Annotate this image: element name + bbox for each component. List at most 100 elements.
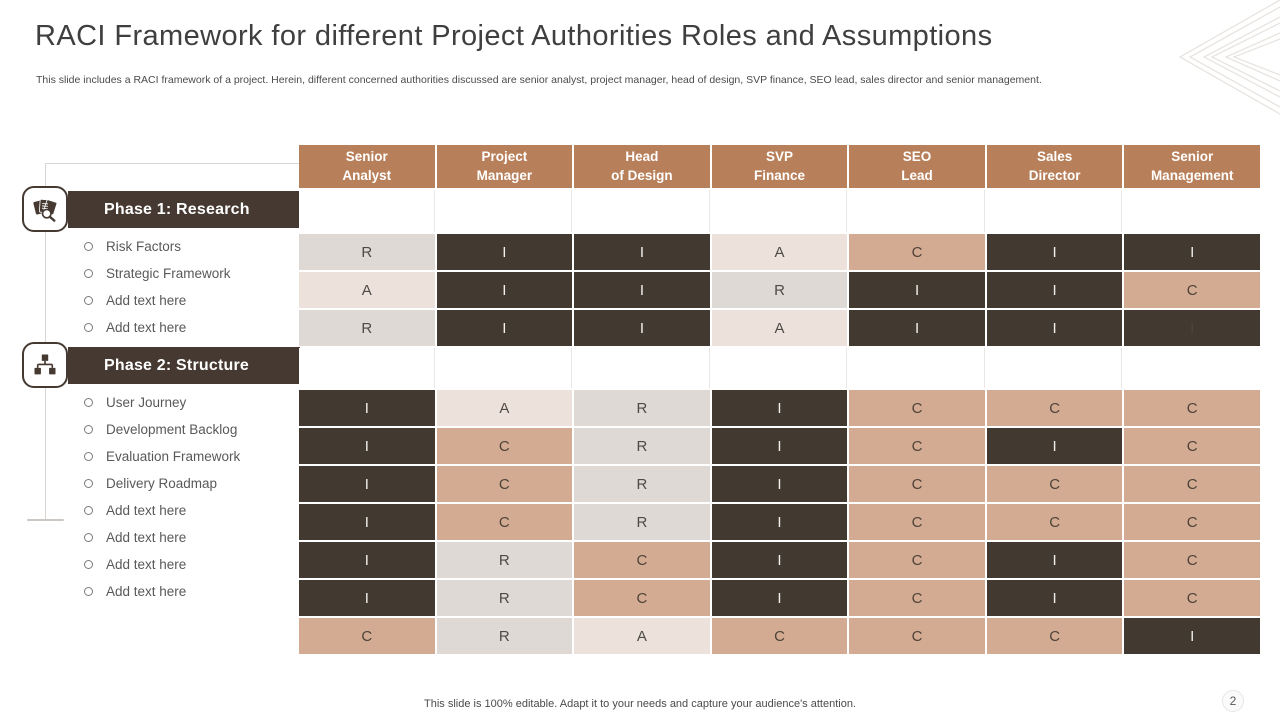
raci-cell: C — [849, 618, 985, 654]
list-item: Add text here — [84, 578, 240, 605]
list-item: User Journey — [84, 389, 240, 416]
raci-cell: I — [986, 272, 1123, 308]
raci-cell: I — [436, 272, 573, 308]
raci-cell: A — [574, 618, 710, 654]
raci-cell: I — [1124, 234, 1260, 270]
footer-note: This slide is 100% editable. Adapt it to… — [424, 698, 856, 710]
raci-cell: A — [436, 390, 573, 426]
list-item-label: Strategic Framework — [106, 266, 231, 281]
rail-vertical-line — [45, 163, 46, 520]
raci-cell: I — [299, 580, 435, 616]
list-item-label: Development Backlog — [106, 422, 238, 437]
raci-cell: I — [299, 542, 435, 578]
phase-2-list: User Journey Development Backlog Evaluatio… — [84, 389, 240, 605]
raci-cell: C — [1124, 466, 1260, 502]
circle-bullet-icon — [84, 296, 93, 305]
raci-cell: C — [1124, 580, 1260, 616]
spacer-cell — [849, 190, 985, 232]
documents-magnifier-icon — [22, 186, 68, 232]
list-item-label: Add text here — [106, 503, 187, 518]
raci-cell: C — [849, 390, 985, 426]
raci-cell: I — [299, 428, 435, 464]
list-item-label: User Journey — [106, 395, 187, 410]
circle-bullet-icon — [84, 323, 93, 332]
list-item-label: Risk Factors — [106, 239, 182, 254]
raci-cell: C — [299, 618, 435, 654]
phase-2-label: Phase 2: Structure — [104, 356, 249, 374]
raci-cell: C — [436, 466, 573, 502]
raci-cell: I — [574, 310, 710, 346]
raci-cell: C — [986, 390, 1123, 426]
raci-cell: R — [711, 272, 848, 308]
raci-cell: C — [849, 466, 985, 502]
raci-cell: C — [986, 466, 1123, 502]
circle-bullet-icon — [84, 452, 93, 461]
circle-bullet-icon — [84, 242, 93, 251]
column-header: Senior Analyst — [299, 145, 435, 188]
column-header: SEO Lead — [849, 145, 985, 188]
column-header: Head of Design — [574, 145, 710, 188]
raci-cell: I — [986, 310, 1123, 346]
spacer-cell — [986, 190, 1123, 232]
raci-cell: R — [436, 618, 573, 654]
spacer-cell — [986, 348, 1123, 388]
raci-cell: I — [986, 428, 1123, 464]
raci-cell: R — [574, 504, 710, 540]
spacer-cell — [299, 190, 435, 232]
spacer-cell — [436, 190, 573, 232]
list-item: Add text here — [84, 524, 240, 551]
raci-cell: I — [436, 234, 573, 270]
rail-end-tick — [27, 519, 64, 521]
spacer-cell — [574, 190, 710, 232]
org-chart-icon — [22, 342, 68, 388]
raci-cell: C — [849, 504, 985, 540]
raci-cell: I — [574, 272, 710, 308]
raci-cell: I — [711, 542, 848, 578]
raci-cell: C — [1124, 272, 1260, 308]
raci-cell: I — [849, 310, 985, 346]
raci-cell: I — [986, 542, 1123, 578]
raci-cell: I — [299, 466, 435, 502]
raci-cell: I — [711, 504, 848, 540]
phase-1-label: Phase 1: Research — [104, 200, 250, 218]
chevron-decoration — [1178, 0, 1280, 115]
raci-cell: I — [436, 310, 573, 346]
raci-cell: A — [299, 272, 435, 308]
raci-cell: R — [574, 428, 710, 464]
raci-cell: C — [849, 580, 985, 616]
raci-cell: I — [986, 234, 1123, 270]
raci-cell: R — [299, 310, 435, 346]
list-item: Development Backlog — [84, 416, 240, 443]
raci-cell: R — [436, 542, 573, 578]
spacer-cell — [299, 348, 435, 388]
page-title: RACI Framework for different Project Aut… — [35, 20, 993, 52]
raci-cell: R — [436, 580, 573, 616]
circle-bullet-icon — [84, 560, 93, 569]
page-number: 2 — [1222, 690, 1244, 712]
list-item: Add text here — [84, 287, 231, 314]
raci-cell: I — [986, 580, 1123, 616]
raci-cell: C — [711, 618, 848, 654]
raci-cell: I — [711, 580, 848, 616]
raci-cell: C — [986, 504, 1123, 540]
slide-subtitle: This slide includes a RACI framework of … — [36, 74, 1042, 86]
raci-cell: R — [574, 390, 710, 426]
spacer-cell — [711, 190, 848, 232]
list-item: Add text here — [84, 497, 240, 524]
raci-cell: I — [1124, 310, 1260, 346]
circle-bullet-icon — [84, 533, 93, 542]
raci-cell: A — [711, 310, 848, 346]
raci-cell: I — [299, 504, 435, 540]
spacer-cell — [436, 348, 573, 388]
raci-cell: C — [574, 542, 710, 578]
raci-cell: C — [436, 428, 573, 464]
list-item: Add text here — [84, 314, 231, 341]
circle-bullet-icon — [84, 479, 93, 488]
spacer-cell — [574, 348, 710, 388]
raci-cell: I — [711, 466, 848, 502]
list-item: Risk Factors — [84, 233, 231, 260]
phase-2-banner: Phase 2: Structure — [68, 347, 300, 384]
raci-cell: C — [1124, 504, 1260, 540]
list-item-label: Add text here — [106, 557, 187, 572]
